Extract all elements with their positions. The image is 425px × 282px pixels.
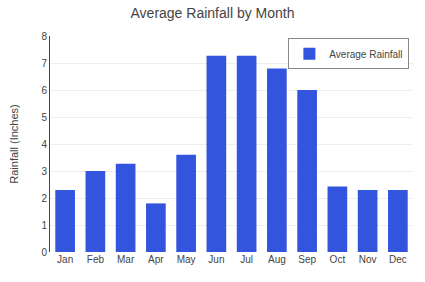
svg-text:Dec: Dec xyxy=(389,254,407,265)
svg-text:Mar: Mar xyxy=(117,254,135,265)
svg-text:Sep: Sep xyxy=(298,254,316,265)
svg-text:Jul: Jul xyxy=(240,254,253,265)
svg-text:Feb: Feb xyxy=(87,254,105,265)
svg-text:Average Rainfall: Average Rainfall xyxy=(329,49,402,60)
svg-text:Nov: Nov xyxy=(359,254,377,265)
svg-text:Jan: Jan xyxy=(57,254,73,265)
svg-text:Jun: Jun xyxy=(208,254,224,265)
svg-text:8: 8 xyxy=(41,31,47,42)
svg-text:3: 3 xyxy=(41,166,47,177)
svg-text:4: 4 xyxy=(41,139,47,150)
svg-text:7: 7 xyxy=(41,58,47,69)
svg-text:Oct: Oct xyxy=(330,254,346,265)
svg-text:May: May xyxy=(177,254,196,265)
svg-text:Apr: Apr xyxy=(148,254,164,265)
svg-text:Aug: Aug xyxy=(268,254,286,265)
svg-text:Average Rainfall by Month: Average Rainfall by Month xyxy=(131,5,295,21)
svg-text:Rainfall (Inches): Rainfall (Inches) xyxy=(8,104,20,183)
svg-text:0: 0 xyxy=(41,247,47,258)
svg-text:6: 6 xyxy=(41,85,47,96)
svg-text:5: 5 xyxy=(41,112,47,123)
svg-text:1: 1 xyxy=(41,220,47,231)
svg-text:2: 2 xyxy=(41,193,47,204)
